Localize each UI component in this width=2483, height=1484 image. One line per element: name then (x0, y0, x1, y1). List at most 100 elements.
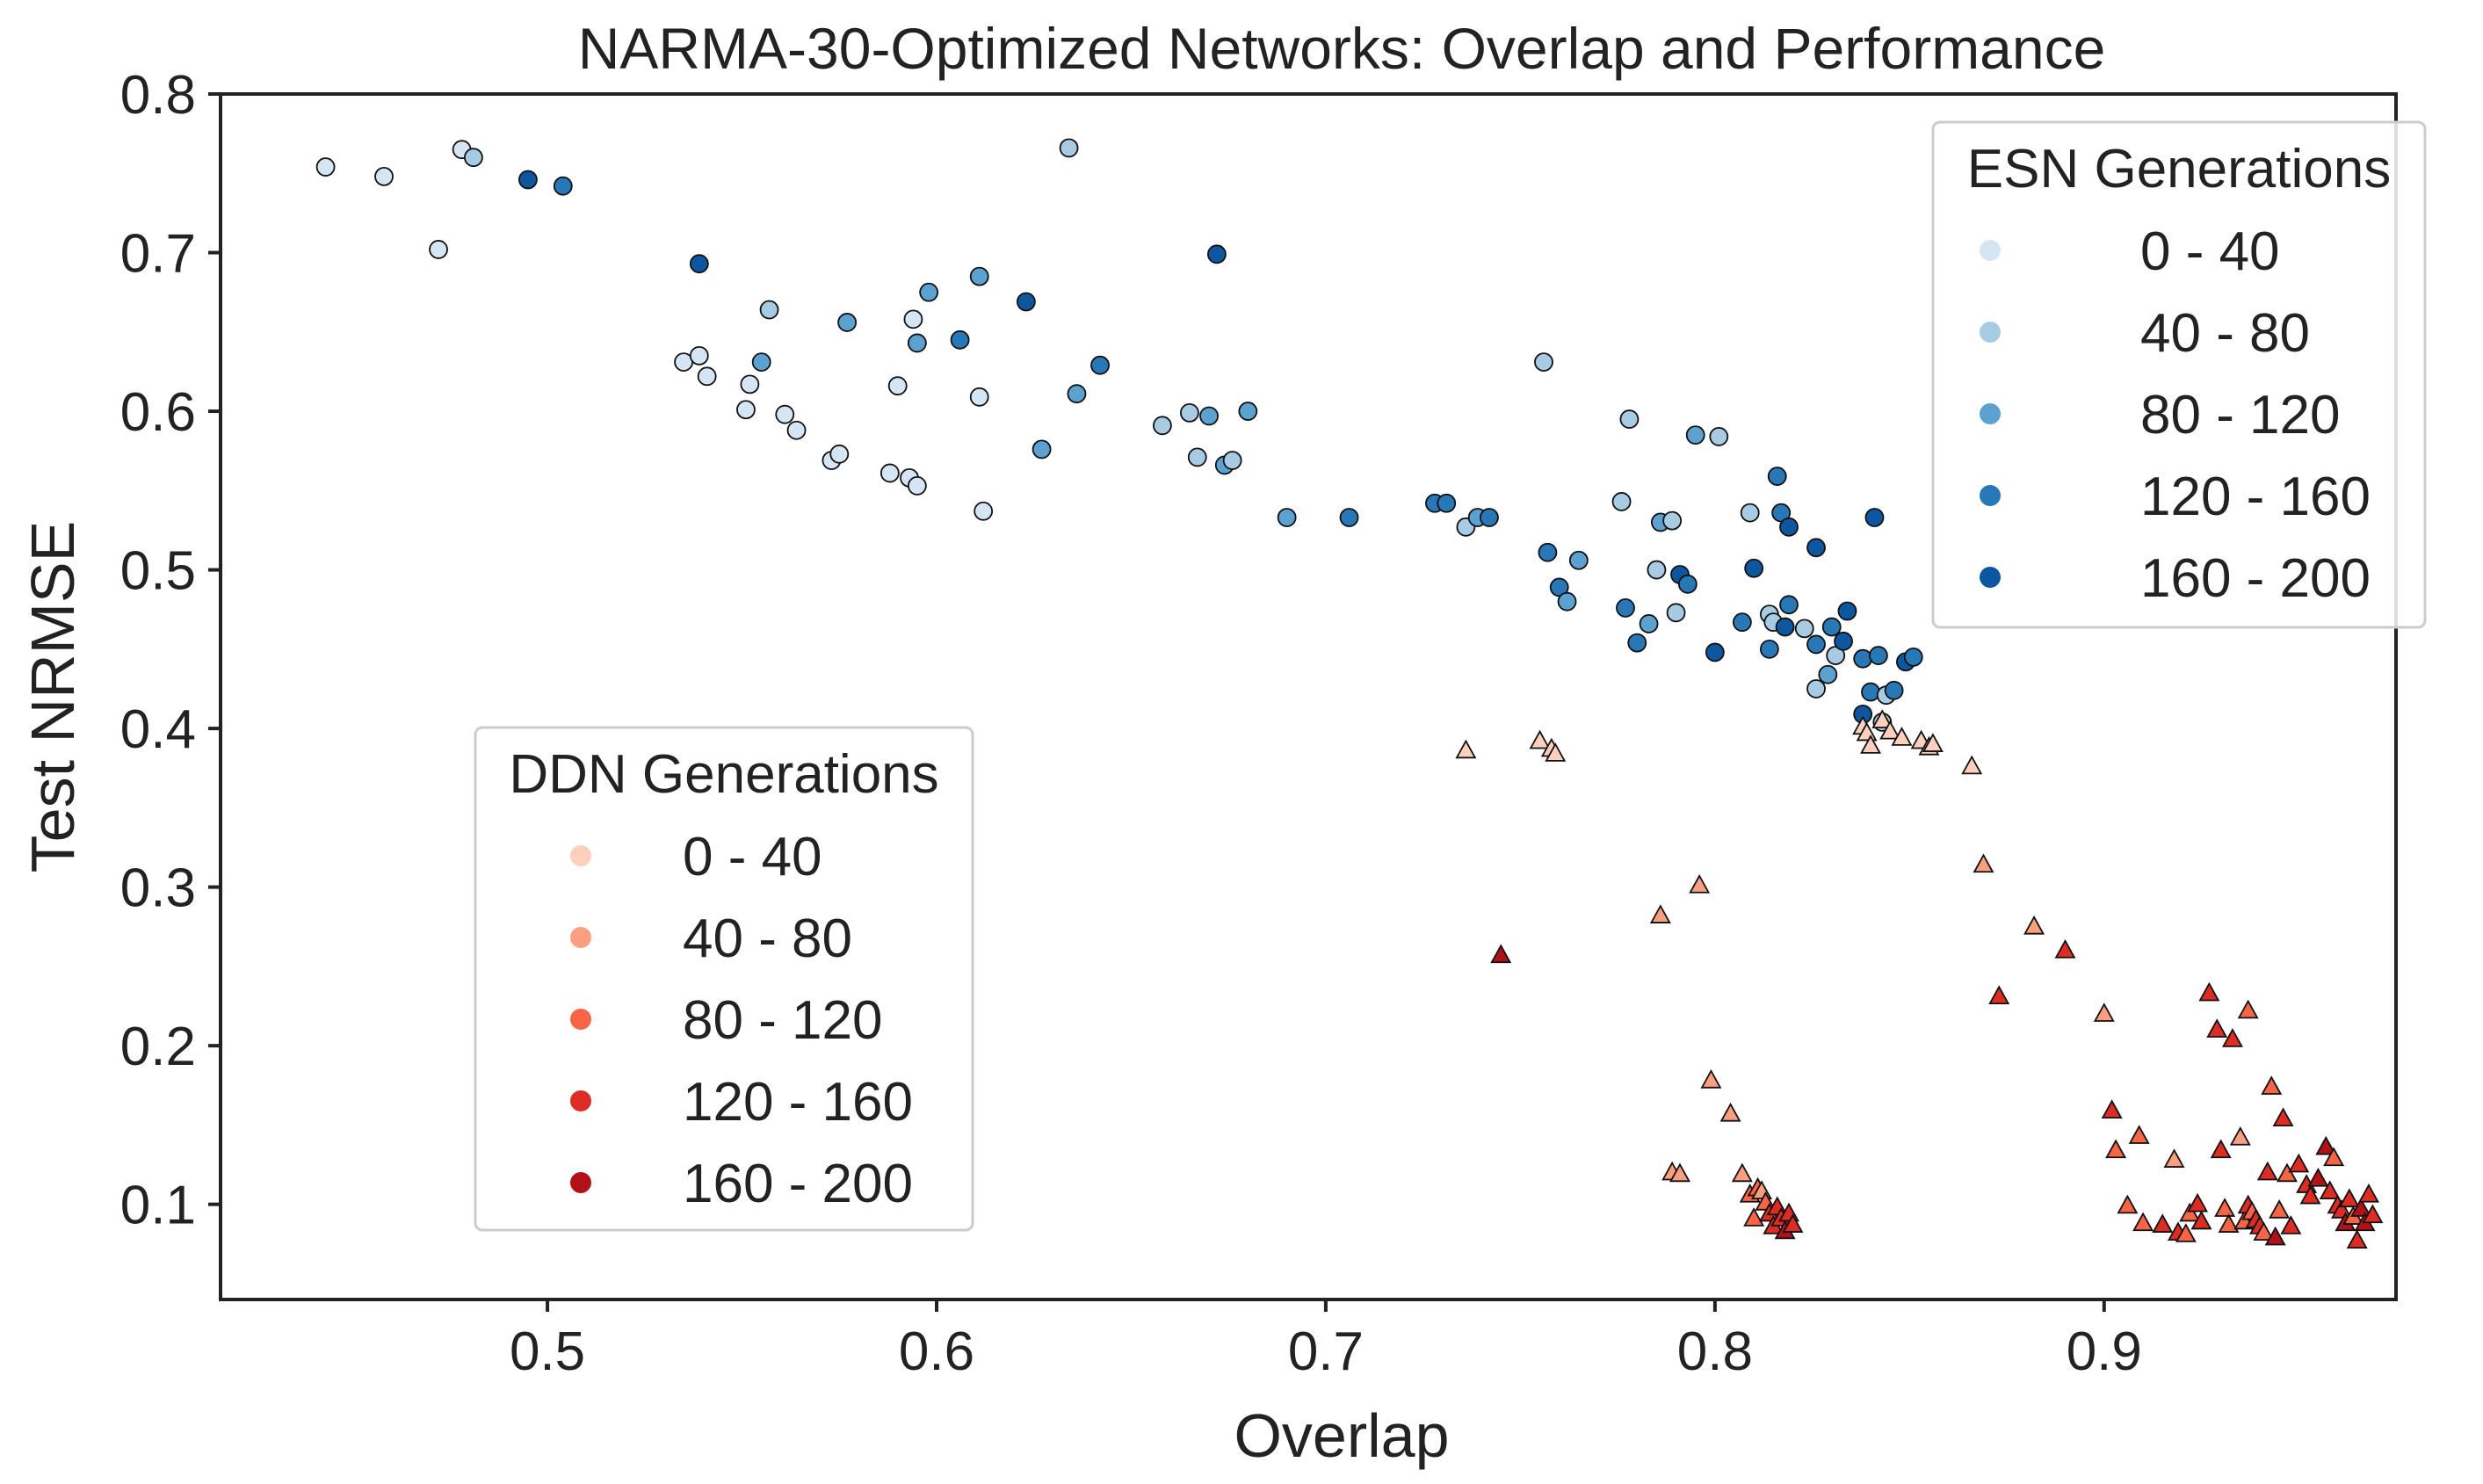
ddn-point (2163, 1148, 2185, 1168)
ddn-point (2229, 1126, 2251, 1146)
y-tick-label: 0.3 (120, 858, 196, 919)
ddn-point (1529, 729, 1551, 749)
esn-point (1794, 619, 1814, 639)
ddn-point (1922, 733, 1944, 752)
esn-point (1090, 355, 1110, 375)
esn-point (740, 374, 760, 395)
legend-entry-label: 160 - 200 (683, 1154, 913, 1214)
esn-point (429, 240, 448, 259)
chart-title: NARMA-30-Optimized Networks: Overlap and… (578, 16, 2106, 81)
ddn-point (1871, 709, 1893, 728)
ddn-point (1988, 985, 2010, 1005)
esn-point (759, 300, 779, 320)
ddn-point (2315, 1135, 2337, 1155)
ddn-point (2256, 1161, 2278, 1181)
ddn-point (2346, 1229, 2368, 1249)
esn-point (1759, 639, 1779, 659)
esn-point (1152, 416, 1172, 436)
esn-point (880, 463, 900, 483)
ddn-point (2307, 1167, 2329, 1187)
esn-point (689, 254, 709, 274)
ddn-point (2264, 1226, 2286, 1246)
y-tick-label: 0.2 (120, 1017, 196, 1077)
legend-entry-label: 40 - 80 (2140, 303, 2310, 364)
esn-point (919, 282, 939, 302)
y-tick-label: 0.8 (120, 65, 196, 126)
ddn-point (2272, 1107, 2294, 1127)
legend-marker (1980, 567, 2001, 588)
esn-point (1732, 612, 1752, 633)
esn-point (837, 313, 858, 332)
ddn-point (1973, 853, 1994, 873)
esn-point (1834, 631, 1853, 651)
ddn-point (1669, 1162, 1690, 1183)
ddn-point (1743, 1207, 1765, 1227)
ddn-point (2280, 1215, 2302, 1234)
esn-point (1779, 517, 1799, 537)
esn-point (1568, 550, 1589, 570)
esn-point (1806, 538, 1826, 558)
esn-point (1864, 508, 1885, 527)
esn-point (907, 333, 927, 353)
esn-point (751, 352, 771, 372)
ddn-point (2206, 1018, 2228, 1038)
ddn-point (2175, 1223, 2197, 1242)
legend-marker (1980, 240, 2001, 261)
legend-entry-label: 160 - 200 (2140, 548, 2371, 609)
esn-point (1853, 648, 1873, 669)
ddn-point (2261, 1075, 2283, 1095)
esn-point (464, 148, 483, 168)
esn-point (775, 404, 795, 424)
legend-title: ESN Generations (1967, 139, 2391, 199)
esn-point (1199, 406, 1219, 426)
esn-point (1534, 352, 1553, 372)
esn-point (1685, 425, 1705, 445)
esn-point (1619, 409, 1640, 429)
legend-entry-label: 0 - 40 (683, 827, 822, 887)
y-axis-label: Test NRMSE (18, 521, 87, 873)
x-tick-label: 0.7 (1288, 1321, 1364, 1382)
esn-point (969, 266, 989, 286)
esn-point (1647, 560, 1667, 580)
ddn-point (1782, 1213, 1804, 1233)
ddn-point (2023, 915, 2045, 935)
esn-point (1059, 138, 1079, 158)
ddn-point (1700, 1069, 1722, 1089)
esn-point (1818, 664, 1838, 684)
esn-point (518, 170, 538, 190)
esn-point (1662, 510, 1683, 531)
esn-point (1744, 558, 1764, 578)
ddn-point (1649, 904, 1671, 923)
y-tick-label: 0.4 (120, 699, 196, 760)
ddn-point (2198, 981, 2220, 1002)
esn-point (1775, 617, 1795, 637)
esn-point (1709, 427, 1729, 446)
ddn-point (1490, 944, 1512, 964)
x-tick-label: 0.6 (899, 1321, 974, 1382)
ddn-point (1719, 1102, 1741, 1122)
y-axis-ticks: 0.1 0.2 0.3 0.4 0.5 0.6 0.7 0.8 (120, 65, 221, 1236)
esn-point (1067, 384, 1087, 404)
legend-marker (570, 1009, 591, 1030)
esn-series (315, 138, 1923, 732)
x-tick-label: 0.5 (510, 1321, 585, 1382)
legend-entry-label: 0 - 40 (2140, 221, 2280, 282)
esn-point (1861, 682, 1880, 702)
legend-entry-label: 80 - 120 (2140, 385, 2341, 445)
ddn-point (1455, 739, 1477, 759)
esn-point (950, 329, 970, 350)
legend-marker (1980, 403, 2001, 424)
esn-point (1616, 598, 1635, 618)
ddn-point (2221, 1028, 2243, 1047)
esn-point (1277, 508, 1297, 527)
ddn-point (1545, 742, 1567, 762)
ddn-point (2288, 1153, 2310, 1173)
ddn-point (2350, 1198, 2372, 1217)
esn-point (697, 366, 717, 387)
esn-point (1032, 439, 1052, 460)
ddn-point (1891, 727, 1913, 746)
ddn-point (2054, 938, 2076, 959)
y-tick-label: 0.5 (120, 541, 196, 602)
esn-point (1238, 402, 1258, 421)
axes-frame (219, 92, 2398, 1301)
